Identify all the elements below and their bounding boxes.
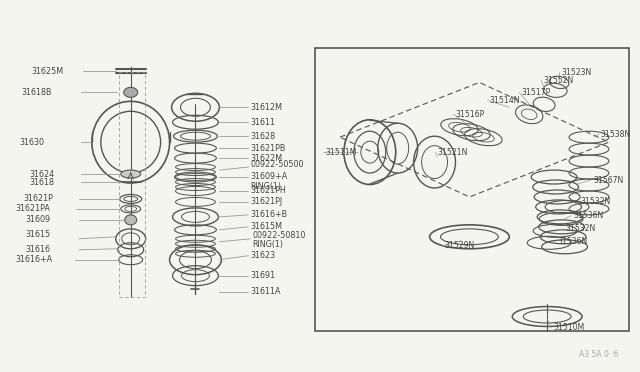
Text: 00922-50810: 00922-50810 xyxy=(252,231,306,240)
Text: 31612M: 31612M xyxy=(250,103,282,112)
Text: RING(1): RING(1) xyxy=(250,182,281,190)
Text: 31609: 31609 xyxy=(25,215,50,224)
Text: 31532N: 31532N xyxy=(565,224,595,233)
Text: 31621PA: 31621PA xyxy=(15,205,50,214)
Bar xyxy=(119,73,145,296)
Text: 31510M: 31510M xyxy=(553,323,584,332)
Text: 31621PB: 31621PB xyxy=(250,144,285,153)
Text: 31621P: 31621P xyxy=(23,195,53,203)
Text: 31532N: 31532N xyxy=(580,198,611,206)
Text: 31523N: 31523N xyxy=(561,68,591,77)
Text: 31618B: 31618B xyxy=(21,88,52,97)
Ellipse shape xyxy=(124,87,138,97)
Text: 31536N: 31536N xyxy=(573,211,604,220)
Ellipse shape xyxy=(125,215,137,225)
Text: 31691: 31691 xyxy=(250,271,275,280)
Text: 31621PJ: 31621PJ xyxy=(250,198,282,206)
Text: 31567N: 31567N xyxy=(593,176,623,185)
Text: 31625M: 31625M xyxy=(31,67,63,76)
Text: 31517P: 31517P xyxy=(521,88,550,97)
Text: 31611A: 31611A xyxy=(250,287,281,296)
Text: 31552N: 31552N xyxy=(543,76,573,85)
Text: 31618: 31618 xyxy=(29,177,54,186)
Text: 31611: 31611 xyxy=(250,118,275,127)
Text: 31615M: 31615M xyxy=(250,222,282,231)
Text: 31622M: 31622M xyxy=(250,154,282,163)
Text: 31536N: 31536N xyxy=(557,237,588,246)
Text: 31623: 31623 xyxy=(250,251,275,260)
Text: 31609+A: 31609+A xyxy=(250,171,287,180)
Text: 31529N: 31529N xyxy=(445,241,475,250)
Text: A3 5A 0··6: A3 5A 0··6 xyxy=(579,350,619,359)
Text: 31521N: 31521N xyxy=(438,148,468,157)
Bar xyxy=(315,48,629,331)
Text: RING(1): RING(1) xyxy=(252,240,284,249)
Text: 31630: 31630 xyxy=(19,138,44,147)
Text: 31616+B: 31616+B xyxy=(250,211,287,219)
Text: 31615: 31615 xyxy=(25,230,50,239)
Text: 31616+A: 31616+A xyxy=(15,255,52,264)
Text: 31538N: 31538N xyxy=(601,130,631,139)
Ellipse shape xyxy=(121,170,141,178)
Text: 31624: 31624 xyxy=(29,170,54,179)
Text: 31511M: 31511M xyxy=(325,148,356,157)
Text: 31616: 31616 xyxy=(25,245,50,254)
Text: 31514N: 31514N xyxy=(490,96,520,105)
Text: 31516P: 31516P xyxy=(456,110,484,119)
Text: 00922-50500: 00922-50500 xyxy=(250,160,304,169)
Text: 31621PH: 31621PH xyxy=(250,186,286,195)
Text: 31628: 31628 xyxy=(250,132,275,141)
